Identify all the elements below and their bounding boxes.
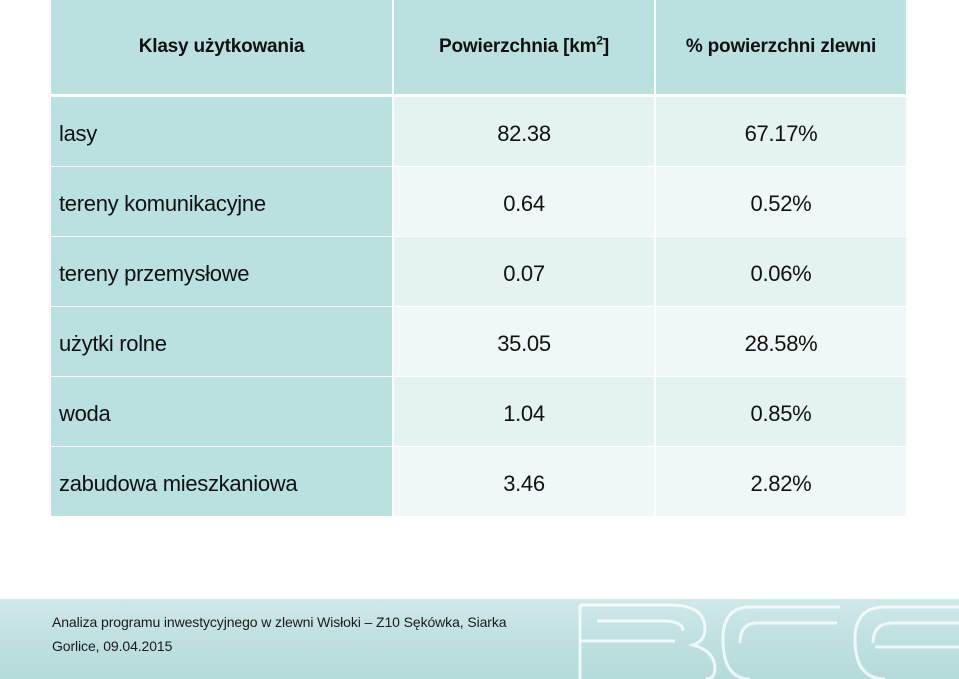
row-area-cell: 0.64 [394, 167, 656, 236]
row-percent-cell: 67.17% [656, 97, 906, 166]
row-label-cell: tereny komunikacyjne [51, 167, 394, 236]
row-percent: 0.85% [750, 400, 812, 426]
header-land-use-class-label: Klasy użytkowania [138, 36, 305, 57]
table-row: tereny komunikacyjne 0.64 0.52% [51, 167, 906, 237]
row-percent: 0.06% [750, 260, 812, 286]
row-area: 35.05 [497, 330, 551, 356]
header-area: Powierzchnia [km2] [394, 0, 656, 94]
row-label-cell: tereny przemysłowe [51, 237, 394, 306]
table-header-row: Klasy użytkowania Powierzchnia [km2] % p… [51, 0, 906, 97]
footer-band: Analiza programu inwestycyjnego w zlewni… [0, 599, 959, 679]
table-row: woda 1.04 0.85% [51, 377, 906, 447]
footer-place-date: Gorlice, 09.04.2015 [52, 638, 173, 654]
row-area-cell: 1.04 [394, 377, 656, 446]
row-area: 0.64 [503, 190, 545, 216]
row-area: 3.46 [503, 470, 545, 496]
row-percent-cell: 0.52% [656, 167, 906, 236]
row-label: tereny komunikacyjne [59, 190, 266, 216]
row-area: 82.38 [497, 120, 551, 146]
row-percent: 67.17% [744, 120, 818, 146]
table-row: tereny przemysłowe 0.07 0.06% [51, 237, 906, 307]
row-percent-cell: 28.58% [656, 307, 906, 376]
row-label: zabudowa mieszkaniowa [59, 470, 298, 496]
land-use-table: Klasy użytkowania Powierzchnia [km2] % p… [51, 0, 906, 517]
header-land-use-class: Klasy użytkowania [51, 0, 394, 94]
row-area-cell: 82.38 [394, 97, 656, 166]
footer-title: Analiza programu inwestycyjnego w zlewni… [52, 614, 507, 630]
row-label-cell: lasy [51, 97, 394, 166]
row-label: woda [59, 400, 111, 426]
row-percent: 0.52% [750, 190, 812, 216]
row-percent-cell: 0.85% [656, 377, 906, 446]
row-percent: 2.82% [750, 470, 812, 496]
row-percent: 28.58% [744, 330, 818, 356]
header-area-label: Powierzchnia [km2] [439, 33, 609, 57]
row-area-cell: 35.05 [394, 307, 656, 376]
header-percent-label: % powierzchni zlewni [685, 36, 877, 57]
row-label: tereny przemysłowe [59, 260, 250, 286]
row-area: 0.07 [503, 260, 545, 286]
row-label: lasy [59, 120, 97, 146]
row-label-cell: woda [51, 377, 394, 446]
bce-logo [578, 603, 959, 679]
row-label-cell: zabudowa mieszkaniowa [51, 447, 394, 516]
row-label-cell: użytki rolne [51, 307, 394, 376]
row-label: użytki rolne [59, 330, 167, 356]
row-percent-cell: 2.82% [656, 447, 906, 516]
row-percent-cell: 0.06% [656, 237, 906, 306]
table-row: użytki rolne 35.05 28.58% [51, 307, 906, 377]
table-row: lasy 82.38 67.17% [51, 97, 906, 167]
row-area: 1.04 [503, 400, 545, 426]
table-row: zabudowa mieszkaniowa 3.46 2.82% [51, 447, 906, 517]
header-percent: % powierzchni zlewni [656, 0, 906, 94]
row-area-cell: 0.07 [394, 237, 656, 306]
row-area-cell: 3.46 [394, 447, 656, 516]
